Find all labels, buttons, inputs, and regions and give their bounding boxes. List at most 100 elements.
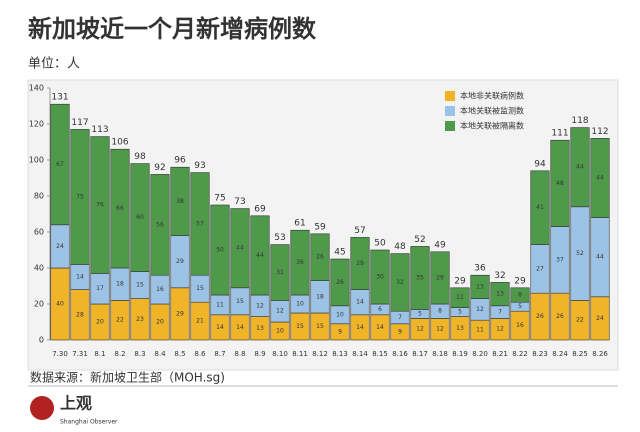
- segment-label: 26: [536, 313, 544, 320]
- segment-label: 29: [176, 310, 184, 317]
- segment-label: 20: [156, 319, 164, 326]
- total-label: 92: [154, 163, 165, 173]
- segment-label: 24: [56, 243, 64, 250]
- segment-label: 14: [236, 324, 244, 331]
- total-label: 98: [134, 152, 146, 162]
- segment-label: 13: [496, 291, 504, 298]
- bar-segment: [90, 136, 110, 274]
- total-label: 53: [274, 233, 285, 243]
- segment-label: 13: [456, 325, 464, 332]
- segment-label: 9: [398, 328, 402, 335]
- bar-segment: [130, 163, 150, 272]
- segment-label: 16: [156, 286, 164, 293]
- segment-label: 14: [376, 324, 384, 331]
- x-tick-label: 8.2: [114, 350, 125, 358]
- x-tick-label: 8.19: [452, 350, 468, 358]
- total-label: 29: [514, 276, 526, 286]
- segment-label: 44: [236, 245, 244, 252]
- x-tick-label: 8.8: [234, 350, 245, 358]
- bar-segment: [430, 251, 450, 305]
- x-tick-label: 8.12: [312, 350, 328, 358]
- logo-name: 上观: [60, 394, 92, 413]
- bar-segment: [230, 208, 250, 289]
- segment-label: 24: [596, 315, 604, 322]
- y-tick-label: 80: [34, 192, 44, 201]
- segment-label: 23: [136, 316, 144, 323]
- y-tick-label: 100: [29, 156, 44, 165]
- segment-label: 14: [356, 299, 364, 306]
- x-tick-label: 7.31: [72, 350, 88, 358]
- bar-segment: [490, 282, 510, 307]
- bar-segment: [450, 287, 470, 308]
- segment-label: 10: [276, 328, 284, 335]
- x-tick-label: 8.23: [532, 350, 548, 358]
- segment-label: 12: [416, 326, 424, 333]
- total-label: 118: [571, 116, 588, 126]
- logo-icon: [30, 396, 54, 420]
- segment-label: 22: [576, 317, 584, 324]
- segment-label: 12: [476, 306, 484, 313]
- segment-label: 76: [96, 202, 104, 209]
- segment-label: 18: [316, 293, 324, 300]
- segment-label: 28: [76, 311, 84, 318]
- segment-label: 15: [316, 323, 324, 330]
- total-label: 111: [551, 129, 568, 139]
- bar-segment: [170, 166, 190, 236]
- segment-label: 7: [398, 314, 402, 321]
- total-label: 96: [174, 156, 186, 166]
- segment-label: 5: [518, 303, 522, 310]
- segment-label: 13: [476, 283, 484, 290]
- y-tick-label: 60: [34, 228, 44, 237]
- segment-label: 26: [336, 279, 344, 286]
- legend-swatch: [445, 91, 455, 101]
- total-label: 57: [354, 226, 365, 236]
- segment-label: 37: [556, 256, 564, 263]
- segment-label: 38: [176, 198, 184, 205]
- x-tick-label: 8.20: [472, 350, 488, 358]
- chart-title: 新加坡近一个月新增病例数: [28, 15, 317, 43]
- segment-label: 29: [436, 274, 444, 281]
- total-label: 94: [534, 159, 546, 169]
- bar-segment: [350, 237, 370, 290]
- x-tick-label: 8.18: [432, 350, 448, 358]
- y-tick-label: 0: [39, 336, 44, 345]
- total-label: 29: [454, 276, 466, 286]
- x-tick-label: 8.1: [94, 350, 105, 358]
- bar-segment: [250, 215, 270, 296]
- bar-segment: [330, 258, 350, 307]
- x-tick-label: 8.5: [174, 350, 185, 358]
- total-label: 45: [334, 248, 345, 258]
- total-label: 106: [111, 138, 128, 148]
- segment-label: 12: [276, 308, 284, 315]
- segment-label: 16: [516, 322, 524, 329]
- legend-label: 本地关联被隔离数: [460, 121, 524, 131]
- segment-label: 5: [418, 310, 422, 317]
- segment-label: 20: [96, 319, 104, 326]
- bar-segment: [370, 249, 390, 305]
- bar-segment: [570, 127, 590, 208]
- x-tick-label: 8.6: [194, 350, 206, 358]
- x-tick-label: 8.17: [412, 350, 428, 358]
- segment-label: 44: [576, 164, 584, 171]
- segment-label: 60: [136, 214, 144, 221]
- total-label: 117: [71, 118, 88, 128]
- bar-segment: [530, 170, 550, 245]
- segment-label: 44: [596, 175, 604, 182]
- segment-label: 11: [456, 294, 464, 301]
- x-tick-label: 8.22: [512, 350, 528, 358]
- segment-label: 15: [296, 323, 304, 330]
- segment-label: 18: [116, 281, 124, 288]
- segment-label: 35: [416, 274, 424, 281]
- total-label: 93: [194, 161, 205, 171]
- segment-label: 52: [576, 250, 584, 257]
- segment-label: 40: [56, 301, 64, 308]
- x-tick-label: 7.30: [52, 350, 68, 358]
- total-label: 59: [314, 222, 326, 232]
- x-tick-label: 8.7: [214, 350, 225, 358]
- segment-label: 48: [556, 180, 564, 187]
- bar-segment: [550, 139, 570, 227]
- y-tick-label: 40: [34, 264, 44, 273]
- segment-label: 29: [176, 258, 184, 265]
- total-label: 32: [494, 271, 505, 281]
